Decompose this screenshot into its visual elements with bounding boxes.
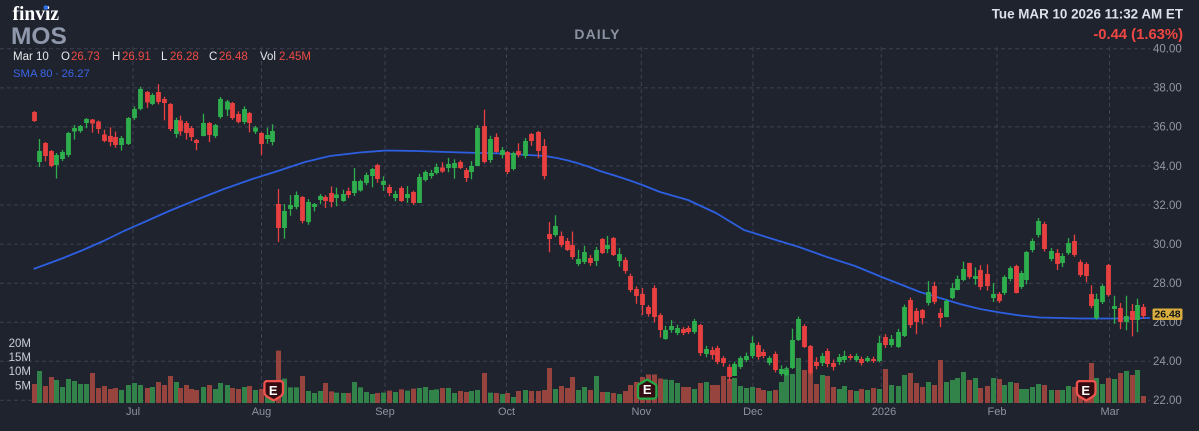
svg-text:Aug: Aug [252,406,272,418]
svg-text:Nov: Nov [632,406,652,418]
svg-text:H: H [112,51,120,63]
svg-text:·: · [55,66,59,80]
svg-text:Dec: Dec [743,406,763,418]
svg-text:22.00: 22.00 [1153,395,1182,407]
svg-text:15M: 15M [9,352,31,364]
svg-text:36.00: 36.00 [1153,122,1182,134]
svg-text:26.48: 26.48 [219,51,248,63]
svg-text:40.00: 40.00 [1153,44,1182,56]
svg-text:26.48: 26.48 [1154,309,1180,321]
svg-text:-0.44 (1.63%): -0.44 (1.63%) [1093,27,1183,43]
svg-text:38.00: 38.00 [1153,83,1182,95]
svg-text:32.00: 32.00 [1153,200,1182,212]
svg-text:26.28: 26.28 [170,51,199,63]
svg-text:Sep: Sep [375,406,395,418]
svg-text:34.00: 34.00 [1153,161,1182,173]
svg-text:26.27: 26.27 [62,68,90,80]
svg-text:30.00: 30.00 [1153,239,1182,251]
svg-text:Oct: Oct [498,406,515,418]
svg-text:E: E [269,383,278,398]
svg-text:finviz: finviz [13,4,60,25]
svg-text:10M: 10M [9,366,31,378]
svg-text:2.45M: 2.45M [279,51,311,63]
svg-text:E: E [1081,383,1090,398]
svg-text:C: C [209,51,217,63]
svg-text:Jul: Jul [126,406,140,418]
svg-text:L: L [161,51,168,63]
svg-text:24.00: 24.00 [1153,356,1182,368]
svg-text:Tue MAR 10 2026 11:32 AM ET: Tue MAR 10 2026 11:32 AM ET [992,6,1184,21]
svg-text:Mar 10: Mar 10 [13,51,49,63]
svg-text:SMA 80: SMA 80 [13,68,53,80]
svg-text:5M: 5M [15,381,31,393]
svg-text:Vol: Vol [260,51,276,63]
svg-text:2026: 2026 [872,406,896,418]
svg-text:26.73: 26.73 [71,51,100,63]
svg-text:Feb: Feb [988,406,1007,418]
svg-text:O: O [61,51,70,63]
svg-text:E: E [643,382,652,397]
svg-text:20M: 20M [9,338,31,350]
svg-text:DAILY: DAILY [574,26,620,42]
svg-text:Mar: Mar [1101,406,1120,418]
svg-text:26.91: 26.91 [122,51,151,63]
svg-text:MOS: MOS [11,23,67,50]
svg-text:28.00: 28.00 [1153,278,1182,290]
